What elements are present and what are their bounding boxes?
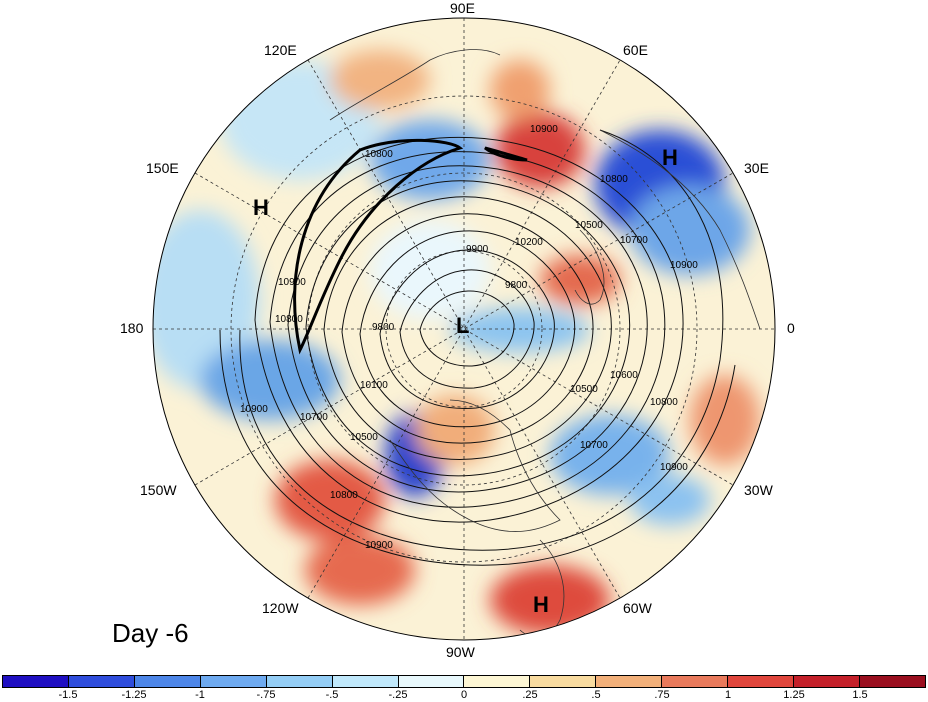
contour-label: 9900: [466, 244, 489, 255]
colorbar-cell: [200, 676, 267, 687]
contour-labels: 10900 10800 10800 10700 10500 10200 9900…: [240, 124, 698, 551]
contour-label: 10700: [300, 412, 328, 423]
lon-label-30w: 30W: [744, 482, 773, 498]
colorbar-tick-label: -.75: [256, 689, 276, 701]
contour-label: 10800: [365, 149, 393, 160]
polar-map: 10900 10800 10800 10700 10500 10200 9900…: [152, 17, 776, 641]
lon-label-60w: 60W: [623, 600, 652, 616]
thick-contour: [293, 138, 528, 355]
colorbar-tick-label: .5: [591, 689, 601, 701]
contour-label: 10900: [278, 277, 306, 288]
colorbar-cell: [728, 676, 795, 687]
contour-label: 10900: [660, 462, 688, 473]
low-pressure-marker: L: [456, 313, 470, 338]
contour-label: 10800: [650, 397, 678, 408]
contour-label: 10600: [610, 370, 638, 381]
contour-label: 10900: [530, 124, 558, 135]
graticule: [153, 18, 775, 640]
colorbar-tick-label: 0: [460, 689, 468, 701]
contour-label: 10100: [360, 380, 388, 391]
contour-label: 10500: [575, 220, 603, 231]
colorbar-cell: [859, 676, 925, 687]
contour-label: 10900: [365, 540, 393, 551]
lon-label-60e: 60E: [623, 42, 648, 58]
colorbar-cell: [662, 676, 729, 687]
contour-label: 10900: [240, 404, 268, 415]
colorbar-cell: [530, 676, 597, 687]
day-label: Day -6: [112, 618, 189, 648]
lon-label-0: 0: [787, 320, 795, 336]
high-pressure-marker: H: [662, 145, 678, 170]
colorbar-cell: [464, 676, 531, 687]
high-pressure-marker: H: [533, 592, 549, 617]
lon-label-180: 180: [120, 320, 144, 336]
lon-label-150w: 150W: [140, 482, 177, 498]
contour-label: 10200: [515, 237, 543, 248]
contour-label: 10700: [580, 440, 608, 451]
contour-label: 10500: [350, 432, 378, 443]
contour-label: 10700: [620, 235, 648, 246]
height-contours: [219, 129, 736, 566]
colorbar-cell: [596, 676, 663, 687]
colorbar-cell: [3, 676, 69, 687]
lon-label-150e: 150E: [146, 160, 179, 176]
contour-label: 9800: [505, 280, 528, 291]
colorbar-cell: [68, 676, 135, 687]
colorbar-tick-label: -1.5: [58, 689, 78, 701]
colorbar-tick-label: 1.25: [783, 689, 805, 701]
colorbar-tick-label: 1.5: [852, 689, 868, 701]
contour-label: 9800: [372, 322, 395, 333]
colorbar-cell: [266, 676, 333, 687]
anomaly-shading: [153, 50, 760, 635]
colorbar-cell: [398, 676, 465, 687]
lon-label-120w: 120W: [262, 600, 299, 616]
lon-label-120e: 120E: [264, 42, 297, 58]
lon-label-90w: 90W: [446, 644, 475, 660]
map-rim: [152, 17, 776, 641]
colorbar-tick-label: -.25: [388, 689, 408, 701]
contour-label: 10800: [330, 490, 358, 501]
colorbar-tick-label: .25: [522, 689, 538, 701]
contour-label: 10900: [670, 260, 698, 271]
colorbar-tick-label: .75: [654, 689, 670, 701]
high-pressure-marker: H: [253, 195, 269, 220]
colorbar: [2, 675, 926, 688]
contour-label: 10500: [570, 384, 598, 395]
colorbar-cell: [134, 676, 201, 687]
colorbar-tick-label: -1.25: [121, 689, 147, 701]
lon-label-90e: 90E: [450, 0, 475, 16]
colorbar-cell: [332, 676, 399, 687]
colorbar-tick-label: 1: [724, 689, 732, 701]
colorbar-tick-label: -1: [195, 689, 205, 701]
colorbar-tick-label: -.5: [325, 689, 339, 701]
contour-label: 10800: [600, 174, 628, 185]
colorbar-cell: [794, 676, 860, 687]
lon-label-30e: 30E: [744, 160, 769, 176]
contour-label: 10800: [275, 314, 303, 325]
